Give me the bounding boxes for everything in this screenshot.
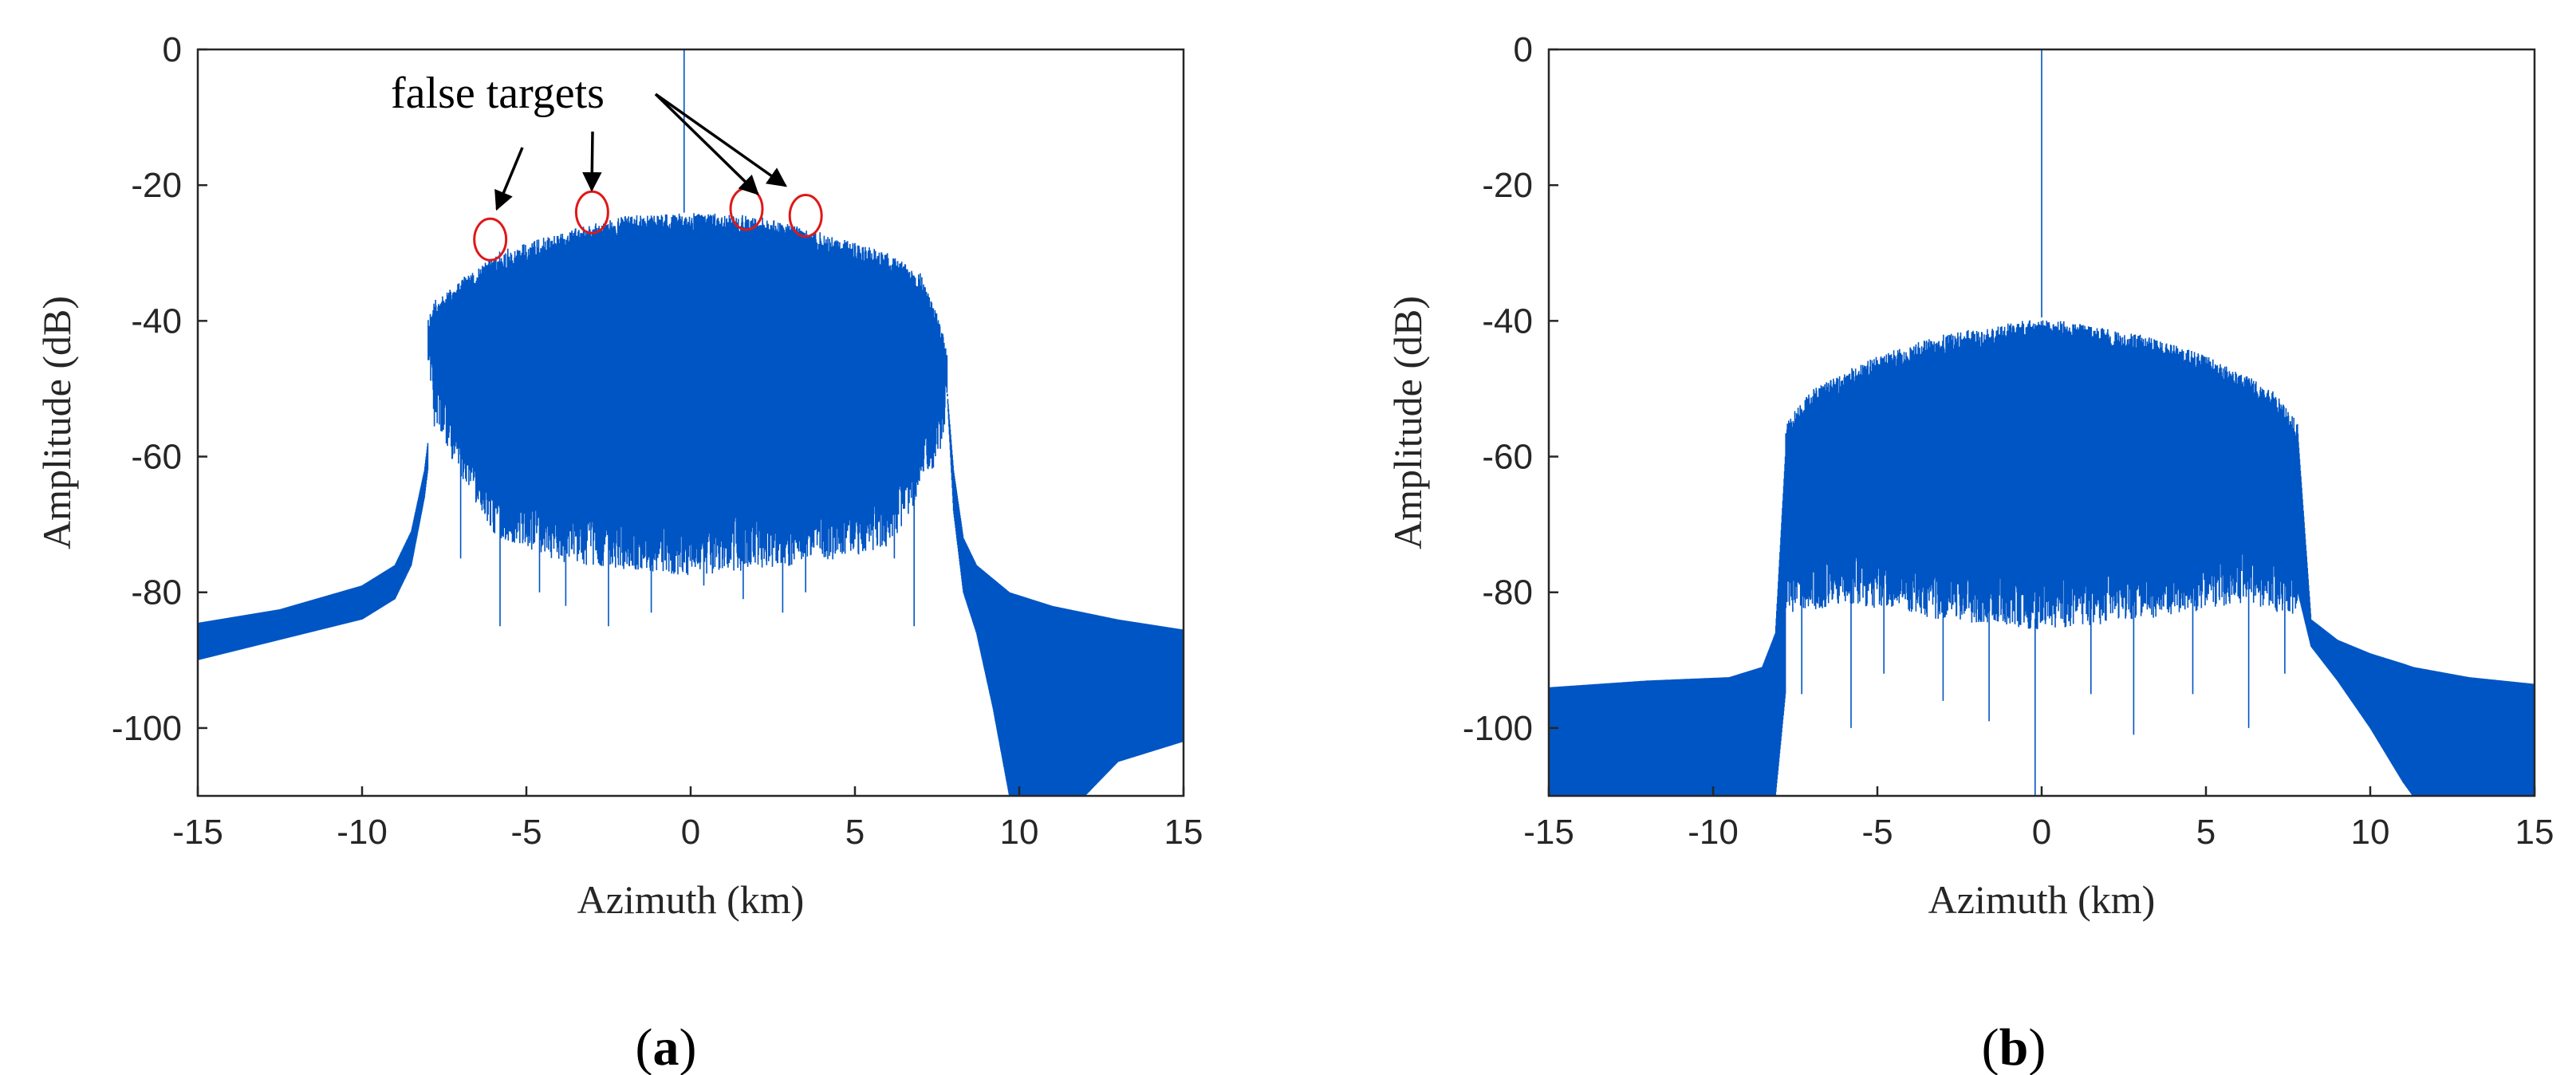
x-tick-label: -10 — [337, 813, 388, 852]
y-tick-label: -80 — [131, 573, 182, 612]
x-tick-label: -5 — [1861, 813, 1893, 852]
x-tick-label: 5 — [845, 813, 865, 852]
y-tick-label: -80 — [1482, 573, 1533, 612]
annotation-false-targets: false targets — [391, 69, 605, 118]
y-tick-label: -40 — [131, 301, 182, 341]
x-axis-label: Azimuth (km) — [577, 877, 805, 922]
y-tick-label: -60 — [1482, 438, 1533, 477]
y-tick-label: -20 — [1482, 166, 1533, 205]
x-tick-label: 0 — [681, 813, 700, 852]
annotation-arrow — [582, 131, 602, 192]
x-axis-ticks: -15 -10 -5 0 5 10 15 — [1523, 786, 2554, 852]
false-target-marker — [788, 193, 823, 238]
false-target-marker — [473, 217, 508, 262]
chart-panel-a: -15 -10 -5 0 5 10 15 0 -20 -40 -60 -80 -100 false t… — [34, 30, 1203, 1075]
panel-label-a: (a) — [636, 1018, 697, 1075]
x-tick-label: 10 — [1000, 813, 1039, 852]
y-tick-label: -100 — [112, 709, 182, 748]
y-axis-ticks: 0 -20 -40 -60 -80 -100 — [1463, 30, 1558, 748]
y-axis-label: Amplitude (dB) — [1385, 296, 1430, 549]
y-tick-label: 0 — [1514, 30, 1533, 69]
panel-label-b: (b) — [1982, 1018, 2046, 1075]
chart-panel-b: -15 -10 -5 0 5 10 15 0 -20 -40 -60 -80 -100 Azimuth… — [1385, 30, 2554, 1075]
y-tick-label: -100 — [1463, 709, 1533, 748]
y-tick-label: 0 — [163, 30, 182, 69]
x-tick-label: -5 — [510, 813, 542, 852]
annotation-arrow — [654, 93, 759, 195]
y-tick-label: -60 — [131, 438, 182, 477]
x-tick-label: -15 — [172, 813, 223, 852]
x-tick-label: 0 — [2032, 813, 2051, 852]
annotation-arrow — [494, 147, 524, 211]
x-tick-label: 15 — [1164, 813, 1203, 852]
annotation-arrow — [654, 93, 788, 187]
annotation-arrows — [494, 93, 788, 211]
x-tick-label: 10 — [2351, 813, 2390, 852]
y-axis-ticks: 0 -20 -40 -60 -80 -100 — [112, 30, 207, 748]
x-tick-label: 5 — [2196, 813, 2216, 852]
x-tick-label: -15 — [1523, 813, 1574, 852]
x-tick-label: 15 — [2515, 813, 2554, 852]
y-axis-label: Amplitude (dB) — [34, 296, 79, 549]
y-tick-label: -40 — [1482, 301, 1533, 341]
x-tick-label: -10 — [1688, 813, 1739, 852]
y-tick-label: -20 — [131, 166, 182, 205]
x-axis-label: Azimuth (km) — [1928, 877, 2156, 922]
x-axis-ticks: -15 -10 -5 0 5 10 15 — [172, 786, 1203, 852]
